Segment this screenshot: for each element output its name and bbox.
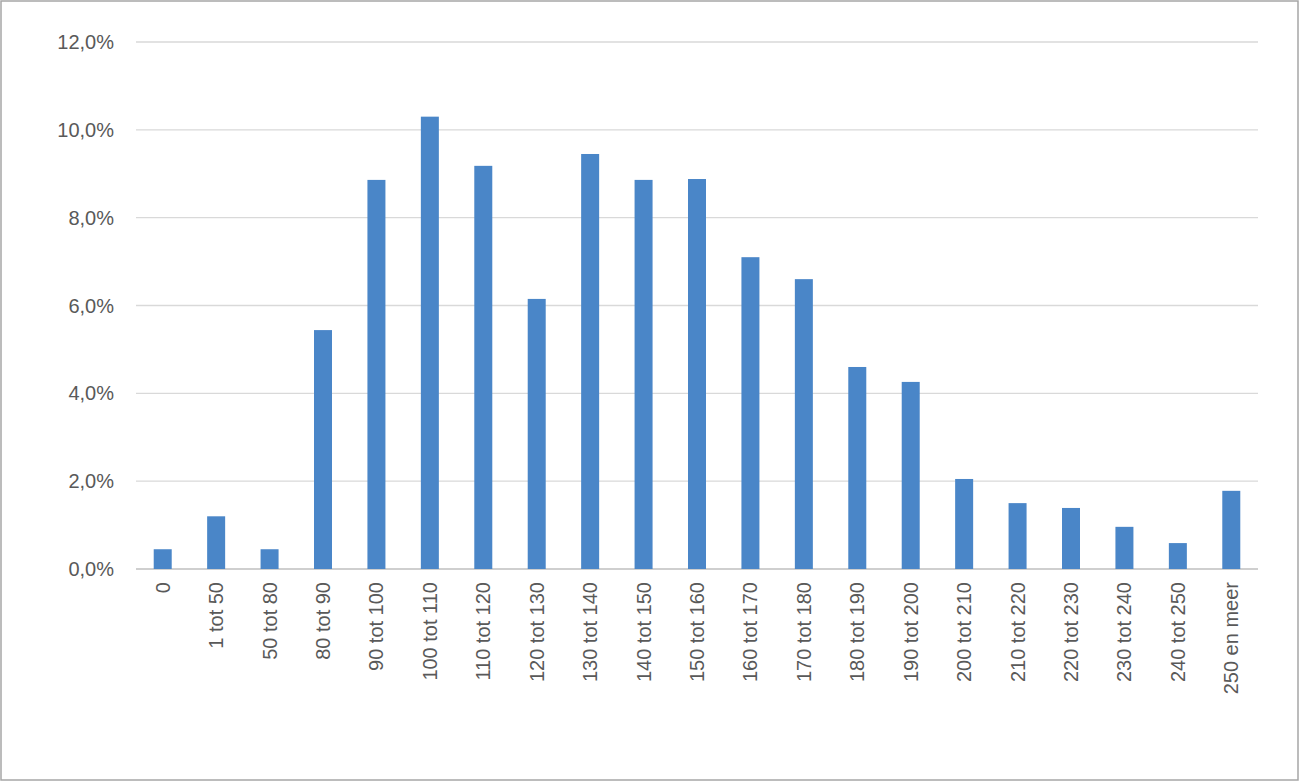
chart-container: 0,0% 2,0% 4,0% 6,0% 8,0% 10,0% 12,0% 0 1 tot 50 5… xyxy=(0,0,1299,781)
bar xyxy=(581,154,599,569)
bar xyxy=(902,382,920,569)
bar xyxy=(635,180,653,569)
chart-border xyxy=(1,1,1298,780)
bar xyxy=(1009,503,1027,569)
bar xyxy=(955,479,973,569)
bar xyxy=(688,179,706,569)
x-tick-label: 210 tot 220 xyxy=(1007,582,1029,682)
bar xyxy=(314,330,332,569)
x-tick-label: 200 tot 210 xyxy=(953,582,975,682)
grid-line xyxy=(136,129,1258,130)
x-tick-label: 190 tot 200 xyxy=(900,582,922,682)
y-tick-label: 4,0% xyxy=(68,382,114,404)
y-tick-label: 0,0% xyxy=(68,558,114,580)
bars xyxy=(154,117,1241,569)
y-tick-label: 12,0% xyxy=(57,31,114,53)
bar xyxy=(154,549,172,569)
bar xyxy=(1115,527,1133,569)
bar xyxy=(207,516,225,569)
x-tick-label: 140 tot 150 xyxy=(633,582,655,682)
y-tick-label: 2,0% xyxy=(68,470,114,492)
bar xyxy=(367,180,385,569)
chart: 0,0% 2,0% 4,0% 6,0% 8,0% 10,0% 12,0% 0 1 tot 50 5… xyxy=(0,0,1299,781)
x-tick-label: 0 xyxy=(152,582,174,593)
bar xyxy=(795,279,813,569)
x-tick-label: 100 tot 110 xyxy=(419,582,441,681)
x-tick-label: 50 tot 80 xyxy=(259,582,281,660)
x-tick-label: 250 en meer xyxy=(1220,582,1242,695)
x-tick-label: 80 tot 90 xyxy=(312,582,334,660)
x-tick-label: 180 tot 190 xyxy=(846,582,868,682)
bar xyxy=(1222,491,1240,569)
x-tick-label: 1 tot 50 xyxy=(205,582,227,649)
bar xyxy=(528,299,546,569)
bar xyxy=(1062,508,1080,569)
y-tick-label: 8,0% xyxy=(68,207,114,229)
bar xyxy=(848,367,866,569)
x-tick-label: 240 tot 250 xyxy=(1167,582,1189,682)
x-tick-label: 110 tot 120 xyxy=(472,582,494,681)
x-tick-label: 220 tot 230 xyxy=(1060,582,1082,682)
bar xyxy=(261,549,279,569)
bar xyxy=(1169,543,1187,569)
grid-line xyxy=(136,41,1258,42)
x-tick-label: 170 tot 180 xyxy=(793,582,815,682)
x-tick-label: 130 tot 140 xyxy=(579,582,601,682)
bar xyxy=(741,257,759,569)
bar xyxy=(421,117,439,569)
bar xyxy=(474,166,492,569)
y-tick-label: 10,0% xyxy=(57,119,114,141)
x-tick-label: 160 tot 170 xyxy=(739,582,761,682)
y-tick-label: 6,0% xyxy=(68,295,114,317)
x-tick-label: 120 tot 130 xyxy=(526,582,548,682)
x-tick-label: 230 tot 240 xyxy=(1113,582,1135,682)
x-tick-label: 150 tot 160 xyxy=(686,582,708,682)
x-tick-label: 90 tot 100 xyxy=(365,582,387,671)
